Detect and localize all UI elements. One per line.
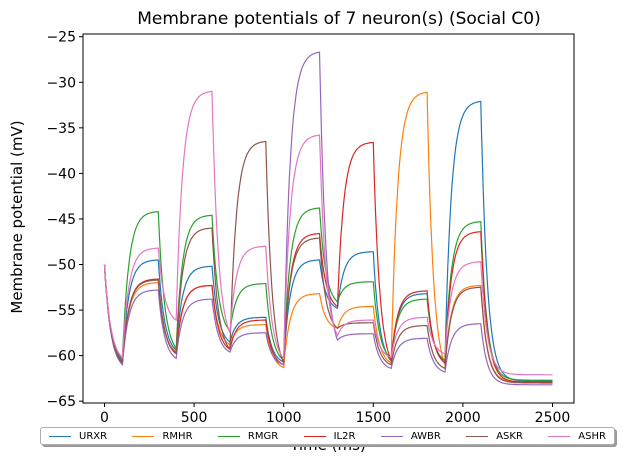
legend-item-askr: ASKR	[466, 431, 523, 442]
legend-label: ASHR	[578, 430, 606, 442]
y-tick-label: −65	[46, 394, 76, 410]
legend-swatch	[49, 435, 71, 437]
legend-item-ashr: ASHR	[548, 431, 606, 442]
legend-label: URXR	[79, 430, 108, 442]
x-tick-label: 1500	[355, 410, 391, 426]
y-tick-label: −30	[46, 75, 76, 91]
chart-title: Membrane potentials of 7 neuron(s) (Soci…	[137, 9, 541, 29]
legend-label: RMHR	[162, 430, 193, 442]
legend-label: RMGR	[247, 430, 279, 442]
legend-item-il2r: IL2R	[303, 430, 356, 442]
x-tick-label: 0	[100, 410, 109, 426]
legend-swatch	[132, 435, 155, 437]
y-tick-label: −35	[46, 121, 76, 137]
x-tick-label: 1000	[266, 410, 302, 426]
legend-item-rmgr: RMGR	[217, 430, 279, 442]
legend-swatch	[380, 435, 403, 437]
x-tick-label: 2500	[535, 410, 571, 426]
y-tick-label: −25	[46, 30, 76, 46]
plot-frame	[82, 33, 575, 404]
y-tick-label: −50	[46, 258, 76, 274]
series-line-awbr	[103, 51, 553, 386]
legend-swatch	[466, 435, 489, 437]
x-tick-label: 2000	[445, 410, 481, 426]
y-axis-label: Membrane potential (mV)	[8, 120, 26, 313]
series-line-ashr	[103, 90, 553, 376]
y-tick-label: −40	[46, 166, 76, 182]
series-line-il2r	[103, 141, 553, 383]
y-tick-label: −60	[46, 349, 76, 365]
series-line-askr	[103, 140, 553, 384]
legend-swatch	[303, 435, 326, 437]
y-tick-label: −55	[46, 303, 76, 319]
legend-label: ASKR	[496, 430, 523, 442]
legend-label: AWBR	[410, 430, 441, 442]
axis-ticks: 0 500 1000 1500 2000 2500 −65 −60 −55 −50 −45 −40 −3…	[46, 30, 570, 426]
legend-item-rmhr: RMHR	[132, 430, 193, 442]
legend-swatch	[548, 435, 571, 437]
x-tick-label: 500	[181, 410, 208, 426]
legend-label: IL2R	[333, 430, 356, 442]
legend-item-urxr: URXR	[49, 431, 107, 442]
plot-content	[103, 51, 553, 386]
legend-item-awbr: AWBR	[380, 430, 441, 442]
y-tick-label: −45	[46, 212, 76, 228]
legend: URXR RMHR RMGR IL2R AWBR ASKR ASHR	[40, 427, 615, 445]
legend-swatch	[217, 435, 240, 437]
